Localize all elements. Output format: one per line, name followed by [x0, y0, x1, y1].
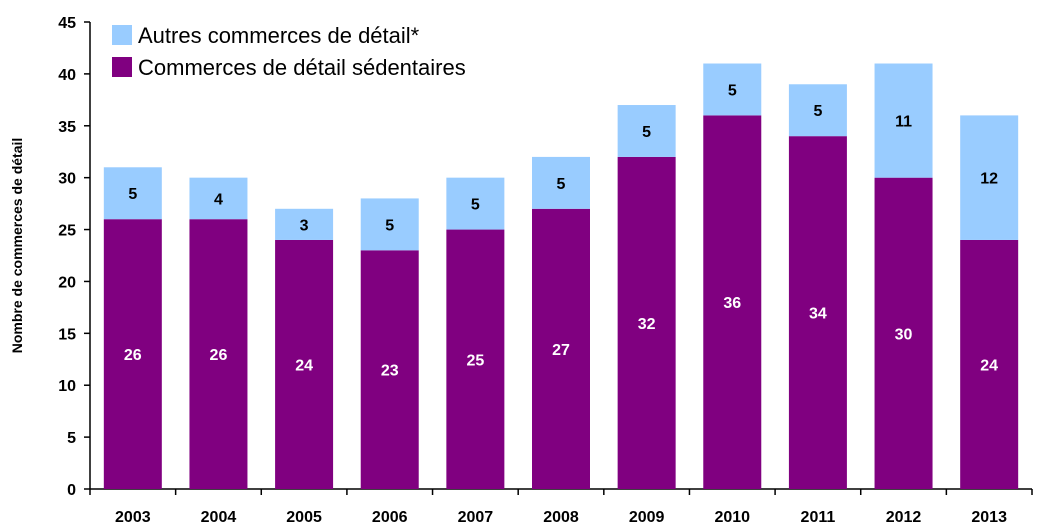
data-label-series-1: 5 — [557, 176, 566, 193]
legend-label: Commerces de détail sédentaires — [138, 55, 466, 80]
x-tick-label: 2007 — [458, 509, 494, 526]
bar-segment-series-0 — [617, 156, 676, 489]
legend-label: Autres commerces de détail* — [138, 23, 420, 48]
bar-segment-series-0 — [360, 250, 419, 489]
labels-layer: 26 5 26 4 24 3 23 5 25 5 27 5 32 5 36 5 34 5 30 11 24 12 — [124, 82, 998, 379]
data-label-series-0: 23 — [381, 363, 399, 380]
x-tick-label: 2011 — [801, 509, 836, 526]
data-label-series-0: 30 — [895, 326, 913, 343]
y-axis-label: Nombre de commerces de détail — [9, 138, 25, 354]
x-tick-label: 2004 — [201, 509, 237, 526]
x-tick-label: 2012 — [886, 509, 922, 526]
bar-segment-series-0 — [189, 219, 248, 489]
x-tick-label: 2008 — [543, 509, 579, 526]
bar-segment-series-1 — [189, 177, 248, 220]
bar-segment-series-0 — [275, 239, 334, 489]
bar-segment-series-0 — [532, 208, 590, 490]
data-label-series-1: 5 — [471, 197, 480, 214]
y-tick-label: 20 — [58, 274, 76, 291]
y-tick-label: 25 — [58, 223, 76, 240]
y-tick-label: 0 — [67, 482, 76, 499]
bar-segment-series-1 — [788, 84, 847, 137]
y-tick-label: 15 — [58, 326, 76, 343]
data-label-series-0: 27 — [552, 342, 570, 359]
x-tick-label: 2010 — [714, 509, 750, 526]
bar-segment-series-1 — [103, 167, 162, 220]
bar-segment-series-1 — [617, 105, 676, 157]
legend-swatch — [112, 25, 132, 45]
data-label-series-1: 11 — [895, 114, 912, 131]
y-tick-label: 45 — [58, 15, 76, 32]
bar-segment-series-0 — [960, 239, 1019, 489]
data-label-series-0: 34 — [809, 306, 827, 323]
x-tick-label: 2003 — [115, 509, 151, 526]
bar-segment-series-1 — [960, 115, 1019, 240]
data-label-series-1: 5 — [128, 186, 137, 203]
x-tick-label: 2013 — [971, 509, 1007, 526]
bar-segment-series-0 — [788, 136, 847, 489]
y-tick-label: 10 — [58, 378, 76, 395]
data-label-series-1: 4 — [214, 191, 223, 208]
y-tick-label: 35 — [58, 119, 76, 136]
y-tick-label: 40 — [58, 67, 76, 84]
bar-segment-series-1 — [532, 156, 590, 209]
bar-segment-series-1 — [874, 63, 933, 178]
data-label-series-0: 26 — [210, 347, 228, 364]
data-label-series-0: 32 — [638, 316, 656, 333]
bar-segment-series-1 — [275, 208, 334, 240]
data-label-series-0: 26 — [124, 347, 142, 364]
data-label-series-0: 24 — [980, 357, 998, 374]
bar-segment-series-0 — [703, 115, 762, 490]
bars-layer — [103, 63, 1019, 490]
y-tick-label: 5 — [67, 430, 76, 447]
x-tick-label: 2009 — [629, 509, 665, 526]
y-tick-label: 30 — [58, 171, 76, 188]
bar-segment-series-0 — [874, 177, 933, 489]
x-tick-label: 2006 — [372, 509, 408, 526]
data-label-series-1: 5 — [385, 217, 394, 234]
data-label-series-1: 12 — [980, 171, 998, 188]
bar-segment-series-1 — [360, 198, 419, 251]
data-label-series-1: 5 — [813, 103, 822, 120]
data-label-series-0: 25 — [466, 352, 484, 369]
data-label-series-1: 5 — [642, 124, 651, 141]
data-label-series-0: 24 — [295, 357, 313, 374]
legend-layer: Autres commerces de détail* Commerces de … — [112, 23, 466, 80]
bar-segment-series-1 — [446, 177, 505, 230]
legend-swatch — [112, 57, 132, 77]
data-label-series-0: 36 — [723, 295, 741, 312]
bar-segment-series-0 — [446, 229, 505, 490]
data-label-series-1: 5 — [728, 82, 737, 99]
bar-segment-series-1 — [703, 63, 762, 116]
data-label-series-1: 3 — [300, 217, 309, 234]
bar-segment-series-0 — [103, 219, 162, 489]
x-tick-label: 2005 — [286, 509, 322, 526]
